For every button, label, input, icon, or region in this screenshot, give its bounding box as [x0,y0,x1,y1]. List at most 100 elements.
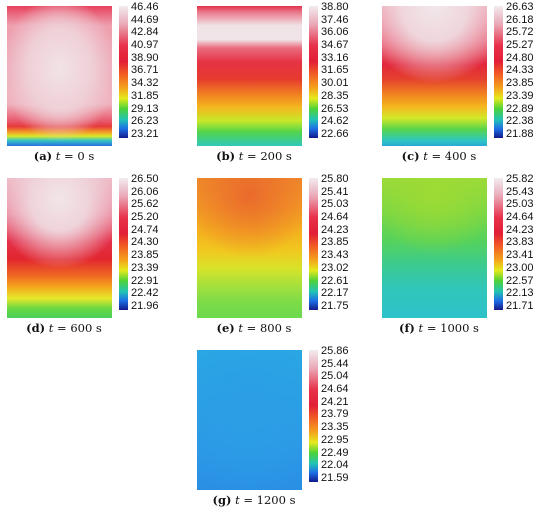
tick-label: 36.06 [321,26,349,39]
tick-label: 22.49 [321,446,349,459]
caption-equals: = [53,321,71,335]
tick-label: 25.41 [321,185,349,198]
tick-label: 31.65 [321,64,349,77]
caption-equals: = [427,149,445,163]
caption-variable: t [423,149,428,163]
tick-label: 24.33 [506,64,534,77]
tick-label: 34.32 [131,77,159,90]
caption-equals: = [60,149,78,163]
tick-label: 24.80 [506,51,534,64]
colorbar-ticks-b: 38.80 37.46 36.06 34.67 33.16 31.65 30.0… [321,2,363,142]
tick-label: 21.75 [321,299,349,312]
tick-label: 28.35 [321,89,349,102]
tick-label: 26.63 [506,1,534,13]
tick-label: 23.00 [506,261,534,274]
caption-equals: = [243,149,261,163]
tick-label: 25.82 [506,173,534,185]
caption-letter: (e) [216,321,235,335]
caption-time: 200 s [260,149,292,163]
tick-label: 23.83 [506,236,534,249]
caption-variable: t [418,321,424,335]
caption-b: (b) t = 200 s [190,149,318,163]
caption-variable: t [235,493,240,507]
colorbar-d [119,178,128,310]
colorbar-ticks-d: 26.50 26.06 25.62 25.20 24.74 24.30 23.8… [131,174,173,314]
colorbar-f [494,178,503,310]
panel-c: 26.63 26.18 25.72 25.27 24.80 24.33 23.8… [375,0,550,172]
tick-label: 24.23 [506,223,534,236]
caption-variable: t [238,149,244,163]
caption-c: (c) t = 400 s [375,149,503,163]
tick-label: 24.64 [321,383,349,396]
tick-label: 23.21 [131,127,159,140]
caption-letter: (b) [216,149,236,163]
tick-label: 26.18 [506,13,534,26]
thermal-image-b [197,6,302,146]
tick-label: 24.30 [131,236,159,249]
tick-label: 34.67 [321,39,349,52]
tick-label: 46.46 [131,1,159,13]
tick-label: 24.64 [321,211,349,224]
tick-label: 26.23 [131,115,159,128]
tick-label: 25.62 [131,198,159,211]
tick-label: 25.43 [506,185,534,198]
tick-label: 25.20 [131,211,159,224]
tick-label: 23.39 [506,89,534,102]
tick-label: 22.61 [321,274,349,287]
tick-label: 22.38 [506,115,534,128]
colorbar-ticks-g: 25.86 25.44 25.04 24.64 24.21 23.79 23.3… [321,346,363,486]
tick-label: 23.79 [321,408,349,421]
tick-label: 21.96 [131,299,159,312]
tick-label: 33.16 [321,51,349,64]
tick-label: 25.03 [506,198,534,211]
caption-letter: (g) [212,493,232,507]
thermal-image-c [382,6,487,146]
caption-time: 600 s [70,321,102,335]
caption-equals: = [243,321,260,335]
colorbar-c [494,6,503,138]
tick-label: 22.95 [321,433,349,446]
caption-letter: (c) [401,149,420,163]
colorbar-ticks-f: 25.82 25.43 25.03 24.64 24.23 23.83 23.4… [506,174,548,314]
colorbar-g [309,350,318,482]
tick-label: 23.85 [506,77,534,90]
tick-label: 25.03 [321,198,349,211]
tick-label: 29.13 [131,102,159,115]
colorbar-ticks-a: 46.46 44.69 42.84 40.97 38.90 36.71 34.3… [131,2,173,142]
tick-label: 24.62 [321,115,349,128]
tick-label: 23.85 [131,249,159,262]
caption-time: 400 s [444,149,477,163]
tick-label: 24.21 [321,395,349,408]
caption-variable: t [238,321,243,335]
panel-e: 25.80 25.41 25.03 24.64 24.23 23.85 23.4… [190,172,366,344]
tick-label: 31.85 [131,89,159,102]
tick-label: 38.80 [321,1,349,13]
caption-time: 1200 s [256,493,296,507]
tick-label: 22.91 [131,274,159,287]
tick-label: 25.44 [321,357,349,370]
caption-time: 0 s [77,149,95,163]
caption-letter: (a) [33,149,53,163]
panel-d: 26.50 26.06 25.62 25.20 24.74 24.30 23.8… [0,172,176,344]
panel-g: 25.86 25.44 25.04 24.64 24.21 23.79 23.3… [190,344,366,516]
tick-label: 42.84 [131,26,159,39]
tick-label: 21.88 [506,127,534,140]
caption-a: (a) t = 0 s [0,149,128,163]
tick-label: 40.97 [131,39,159,52]
tick-label: 24.74 [131,223,159,236]
tick-label: 23.35 [321,421,349,434]
tick-label: 21.59 [321,471,349,484]
colorbar-ticks-c: 26.63 26.18 25.72 25.27 24.80 24.33 23.8… [506,2,548,142]
colorbar-ticks-e: 25.80 25.41 25.03 24.64 24.23 23.85 23.4… [321,174,363,314]
tick-label: 25.27 [506,39,534,52]
tick-label: 22.66 [321,127,349,140]
caption-time: 800 s [259,321,292,335]
tick-label: 22.89 [506,102,534,115]
caption-d: (d) t = 600 s [0,321,128,335]
tick-label: 23.43 [321,249,349,262]
tick-label: 36.71 [131,64,159,77]
tick-label: 24.23 [321,223,349,236]
caption-variable: t [48,321,54,335]
thermal-image-d [7,178,112,318]
tick-label: 24.64 [506,211,534,224]
